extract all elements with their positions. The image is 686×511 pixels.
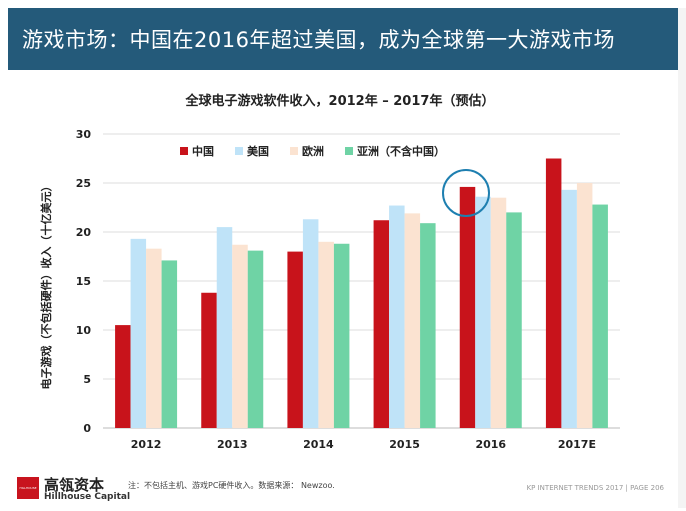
legend-label: 中国: [192, 144, 214, 158]
gridlines: [103, 133, 620, 429]
legend-label: 欧洲: [302, 144, 324, 158]
bar: [506, 212, 522, 428]
bar: [561, 189, 577, 428]
x-tick-label: 2013: [217, 438, 248, 451]
bar: [232, 244, 248, 428]
bar: [475, 196, 491, 428]
logo-name-cn: 高瓴资本: [44, 476, 105, 494]
legend-swatch: [290, 147, 298, 155]
chart-area: 全球电子游戏软件收入，2012年 – 2017年（预估） 电子游戏（不包括硬件）…: [0, 72, 686, 472]
revenue-bar-chart: 全球电子游戏软件收入，2012年 – 2017年（预估） 电子游戏（不包括硬件）…: [39, 93, 620, 451]
bar: [130, 238, 147, 428]
slide-header: 游戏市场：中国在2016年超过美国，成为全球第一大游戏市场: [8, 8, 678, 70]
bar: [333, 243, 350, 428]
legend: 中国 美国 欧洲 亚洲（不含中国）: [180, 144, 445, 158]
y-tick-label: 10: [76, 324, 92, 337]
y-tick-label: 15: [76, 275, 91, 288]
bar: [216, 227, 233, 428]
bar: [115, 325, 131, 428]
legend-swatch: [345, 147, 353, 155]
legend-label: 亚洲（不含中国）: [357, 144, 445, 158]
bar: [373, 220, 390, 428]
legend-swatch: [180, 147, 188, 155]
bar: [201, 292, 217, 428]
page-edge-shadow: [678, 8, 686, 508]
bar: [302, 219, 319, 428]
bars: [115, 158, 608, 428]
bar: [146, 248, 162, 428]
logo-mark: HILLHOUSE: [17, 477, 39, 499]
bar: [287, 251, 303, 428]
bar: [404, 213, 421, 428]
chart-title: 全球电子游戏软件收入，2012年 – 2017年（预估）: [185, 93, 495, 109]
y-tick-label: 0: [83, 422, 91, 435]
highlight-circle: [442, 169, 490, 217]
y-tick-label: 25: [76, 177, 91, 190]
bar: [545, 158, 562, 428]
bar: [576, 183, 593, 428]
y-axis-ticks: 0 5 10 15 20 25 30: [76, 128, 92, 435]
y-axis-label: 电子游戏（不包括硬件）收入（十亿美元）: [39, 181, 53, 390]
x-tick-label: 2014: [303, 438, 334, 451]
x-tick-label: 2017E: [558, 438, 596, 451]
logo-mark-text: HILLHOUSE: [19, 486, 37, 490]
y-tick-label: 30: [76, 128, 92, 141]
bar: [389, 205, 405, 428]
page-reference: KP INTERNET TRENDS 2017 | PAGE 206: [526, 484, 664, 492]
logo-name-en: Hillhouse Capital: [44, 492, 131, 502]
x-tick-label: 2016: [475, 438, 506, 451]
footer: HILLHOUSE 高瓴资本 Hillhouse Capital 注：不包括主机…: [0, 470, 686, 511]
bar: [247, 250, 264, 428]
bar: [459, 186, 476, 428]
y-tick-label: 20: [76, 226, 92, 239]
bar: [490, 197, 507, 428]
y-tick-label: 5: [83, 373, 91, 386]
x-axis-ticks: 2012 2013 2014 2015 2016 2017E: [131, 438, 596, 451]
x-tick-label: 2012: [131, 438, 162, 451]
bar: [420, 223, 436, 428]
bar: [161, 260, 178, 428]
x-tick-label: 2015: [389, 438, 420, 451]
legend-label: 美国: [247, 144, 269, 158]
legend-swatch: [235, 147, 243, 155]
bar: [318, 241, 334, 428]
footnote: 注：不包括主机、游戏PC硬件收入。数据来源： Newzoo.: [128, 481, 335, 490]
bar: [592, 204, 608, 428]
slide-title: 游戏市场：中国在2016年超过美国，成为全球第一大游戏市场: [22, 28, 615, 52]
